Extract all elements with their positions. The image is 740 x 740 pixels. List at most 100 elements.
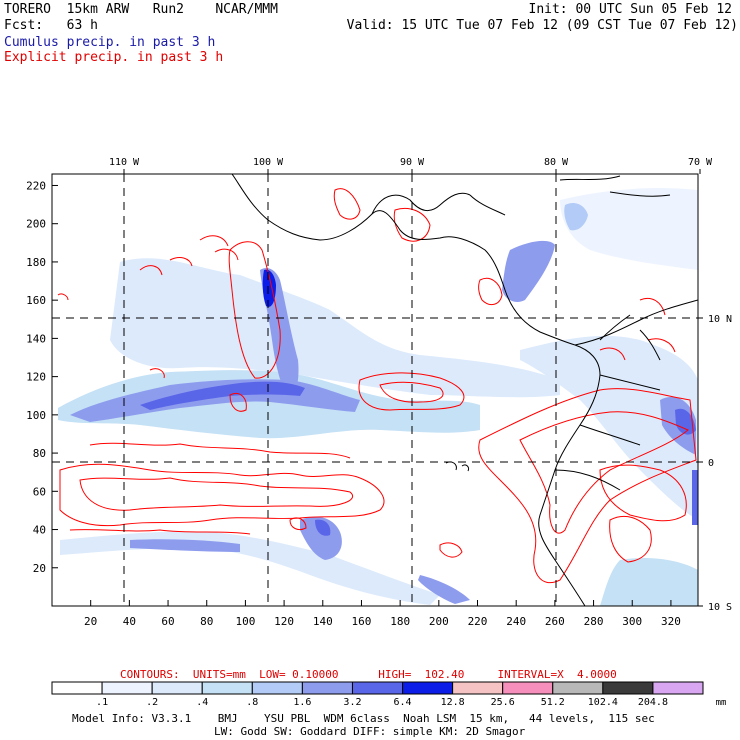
x-ticks: 20 40 60 80 100 120 140 160 180 200 220 240 260 280 30… xyxy=(84,600,681,628)
colorbar-swatch-0 xyxy=(51,681,103,695)
colorbar-level-3: .8 xyxy=(246,697,258,708)
x-tick-label-2: 60 xyxy=(161,615,174,628)
x-tick-label-5: 120 xyxy=(274,615,294,628)
colorbar-level-1: .2 xyxy=(146,697,158,708)
colorbar-level-7: 12.8 xyxy=(441,697,465,708)
colorbar-swatch-11 xyxy=(602,681,654,695)
colorbar-level-6: 6.4 xyxy=(394,697,412,708)
y-tick-label-7: 160 xyxy=(26,294,46,307)
y-tick-label-9: 200 xyxy=(26,218,46,231)
y-ticks: 20 40 60 80 100 120 140 160 180 200 220 xyxy=(26,179,58,575)
shade-light-ne xyxy=(560,188,698,270)
colorbar-level-2: .4 xyxy=(196,697,208,708)
shade-light-se xyxy=(520,335,698,520)
valid-time: Valid: 15 UTC Tue 07 Feb 12 (09 CST Tue … xyxy=(346,18,738,33)
coast-borders xyxy=(554,314,661,491)
lon-label-1: 100 W xyxy=(253,157,284,168)
contour-sw-field xyxy=(59,463,385,527)
coast-mexico-central-america xyxy=(231,174,576,346)
coast-yucatan xyxy=(371,192,471,215)
shade-dark-band-main xyxy=(140,381,305,410)
x-tick-label-7: 160 xyxy=(352,615,372,628)
colorbar-swatch-9 xyxy=(502,681,554,695)
explicit-label: Explicit precip. in past 3 h xyxy=(4,50,224,65)
shade-dark-south xyxy=(315,519,331,536)
colorbar-swatch-7 xyxy=(402,681,454,695)
coast-venezuela xyxy=(574,299,698,346)
colorbar-level-0: .1 xyxy=(96,697,108,708)
colorbar-level-11: 204.8 xyxy=(638,697,668,708)
lon-label-2: 90 W xyxy=(400,157,425,168)
colorbar-swatch-2 xyxy=(151,681,203,695)
y-tick-label-4: 100 xyxy=(26,409,46,422)
shade-medium-bottom xyxy=(418,575,470,604)
shade-dark-central xyxy=(262,269,276,307)
y-tick-label-10: 220 xyxy=(26,179,46,192)
y-tick-label-2: 60 xyxy=(33,485,46,498)
y-tick-label-5: 120 xyxy=(26,371,46,384)
contour-sw-inner1 xyxy=(79,477,353,511)
x-tick-label-13: 280 xyxy=(584,615,604,628)
colorbar-swatch-4 xyxy=(251,681,303,695)
contour-se-cluster xyxy=(599,297,676,361)
contour-east-inner3 xyxy=(609,515,652,563)
plot-frame xyxy=(51,173,699,607)
contour-dots3 xyxy=(229,393,247,412)
x-tick-label-14: 300 xyxy=(622,615,642,628)
x-tick-label-8: 180 xyxy=(390,615,410,628)
x-tick-label-6: 140 xyxy=(313,615,333,628)
lat-label-2: 10 S xyxy=(708,602,732,613)
lon-label-0: 110 W xyxy=(109,157,140,168)
colorbar-swatch-5 xyxy=(301,681,353,695)
cumulus-shading xyxy=(58,188,698,606)
x-tick-label-1: 40 xyxy=(123,615,136,628)
contour-mid-inner xyxy=(379,381,444,403)
x-tick-label-15: 320 xyxy=(661,615,681,628)
colorbar-level-9: 51.2 xyxy=(541,697,565,708)
y-tick-label-1: 40 xyxy=(33,524,46,537)
shade-medium-caribbean xyxy=(502,240,555,302)
contour-central-column xyxy=(228,241,281,379)
cumulus-label: Cumulus precip. in past 3 h xyxy=(4,35,216,50)
forecast-hour: Fcst: 63 h xyxy=(4,18,98,33)
contour-north xyxy=(333,188,361,220)
y-tick-label-0: 20 xyxy=(33,562,46,575)
coast-caribbean-north xyxy=(469,175,671,216)
contour-dots1 xyxy=(439,542,463,558)
x-tick-label-9: 200 xyxy=(429,615,449,628)
coastlines xyxy=(231,174,698,606)
x-tick-label-10: 220 xyxy=(468,615,488,628)
shade-medium-south xyxy=(300,516,342,560)
shade-light-sw xyxy=(600,558,698,606)
x-tick-label-4: 100 xyxy=(235,615,255,628)
y-tick-label-3: 80 xyxy=(33,447,46,460)
lat-labels: 10 N 0 10 S xyxy=(698,314,732,613)
colorbar-swatch-12 xyxy=(652,681,704,695)
contour-info: CONTOURS: UNITS=mm LOW= 0.10000 HIGH= 10… xyxy=(120,668,617,681)
lon-labels: 110 W 100 W 90 W 80 W 70 W xyxy=(109,157,713,174)
contour-sw-inner2 xyxy=(89,442,351,459)
lat-label-0: 10 N xyxy=(708,314,732,325)
init-time: Init: 00 UTC Sun 05 Feb 12 xyxy=(528,2,733,17)
contour-sw-inner3 xyxy=(69,529,251,535)
explicit-contours xyxy=(57,188,697,584)
y-tick-label-6: 140 xyxy=(26,332,46,345)
contour-east-inner2 xyxy=(599,464,687,522)
x-tick-label-0: 20 xyxy=(84,615,97,628)
colorbar-level-10: 102.4 xyxy=(588,697,618,708)
colorbar-swatch-3 xyxy=(201,681,253,695)
x-tick-label-3: 80 xyxy=(200,615,213,628)
x-tick-label-11: 240 xyxy=(506,615,526,628)
lat-lon-grid xyxy=(52,174,698,606)
contour-sw-small xyxy=(57,293,165,379)
contour-costa xyxy=(478,277,503,306)
contour-nw-scatter xyxy=(139,235,239,276)
shade-medium-gulf xyxy=(564,203,588,231)
physics-info: LW: Godd SW: Goddard DIFF: simple KM: 2D… xyxy=(214,725,526,738)
colorbar-level-5: 3.2 xyxy=(343,697,361,708)
shade-light-band-south xyxy=(60,531,440,605)
lon-label-3: 80 W xyxy=(544,157,569,168)
contour-mid-band xyxy=(358,372,465,411)
colorbar-swatch-6 xyxy=(351,681,404,695)
